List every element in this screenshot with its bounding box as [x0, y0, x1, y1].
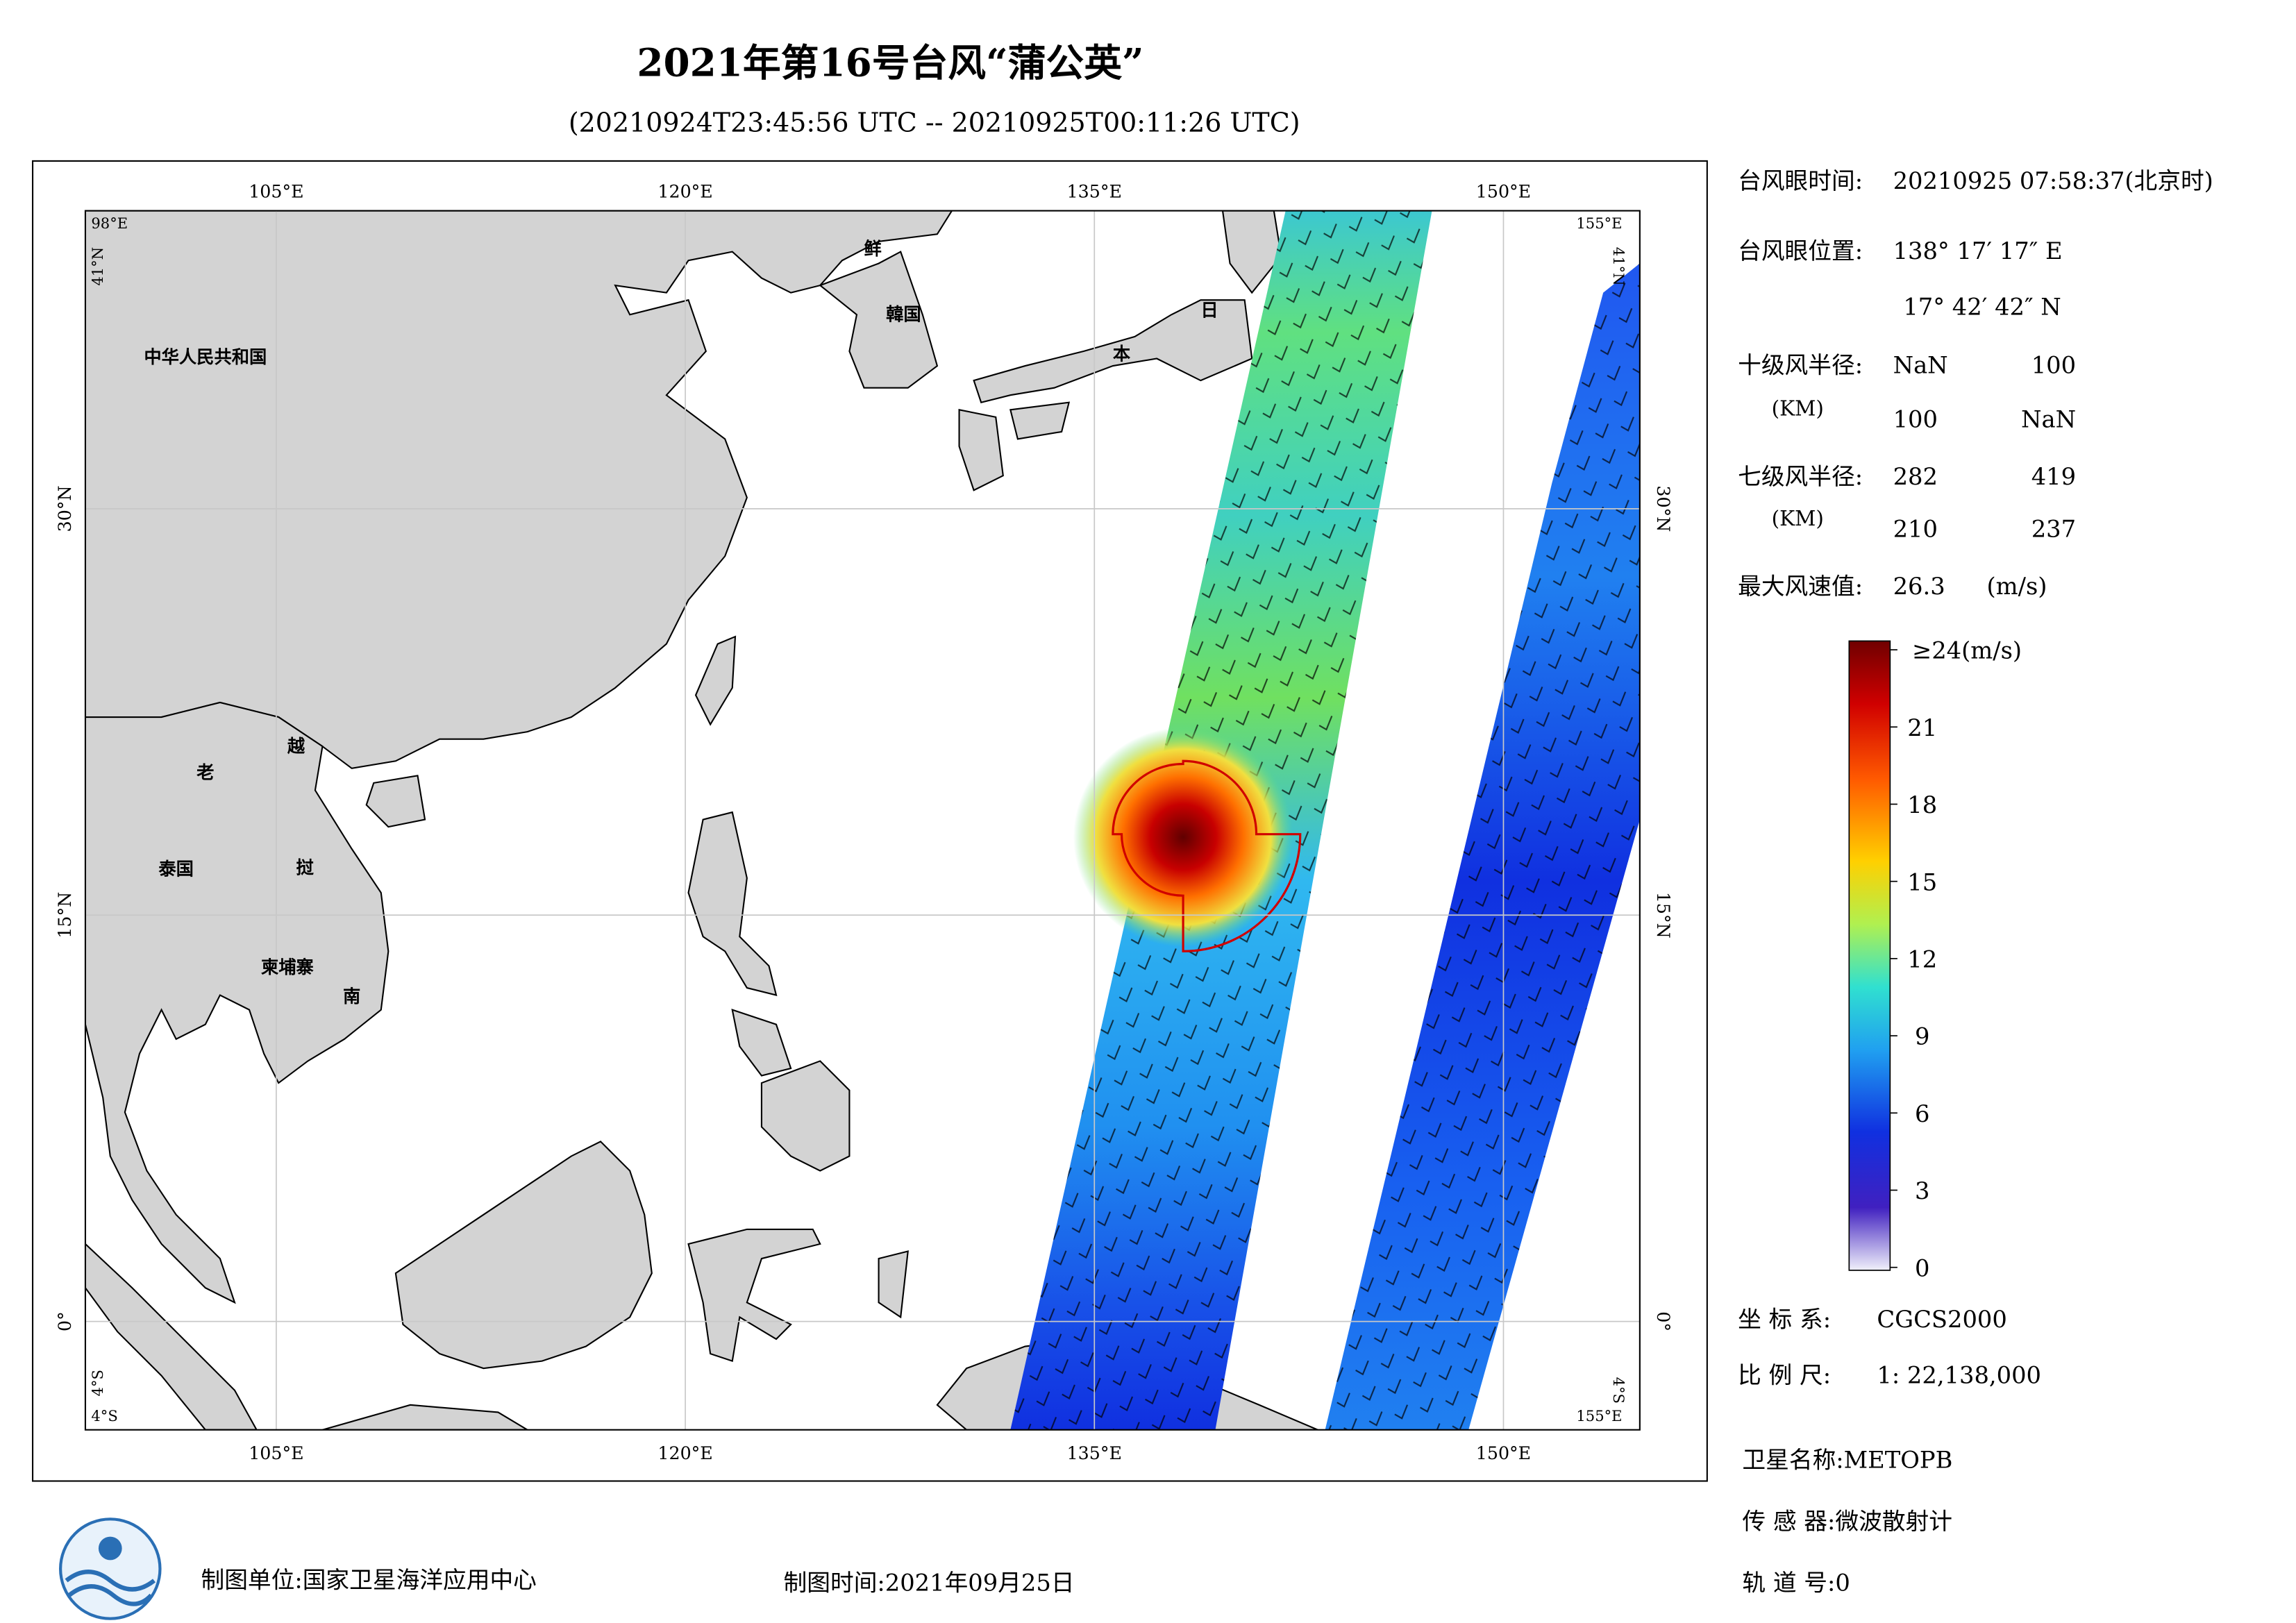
corner-label: 4°S [89, 1370, 106, 1396]
info-label: 最大风速值: [1738, 573, 1863, 600]
place-label: 挝 [296, 858, 315, 878]
place-label: 泰国 [158, 859, 194, 880]
place-label: 南 [343, 986, 360, 1007]
colorbar-label: 9 [1915, 1023, 1929, 1050]
info-value: 26.3 [1893, 573, 1945, 600]
corner-label: 155°E [1576, 215, 1622, 232]
info-unit: (m/s) [1987, 573, 2047, 600]
place-label: 日 [1200, 300, 1218, 320]
x-tick-label: 135°E [1067, 182, 1122, 202]
info-value: 419 [2031, 463, 2076, 490]
land [85, 210, 1318, 1430]
title: 2021年第16号台风“蒲公英” [637, 41, 1143, 85]
info-label: 台风眼时间: [1738, 167, 1863, 194]
info-label: 比 例 尺: [1738, 1361, 1831, 1388]
x-tick-label: 120°E [657, 1443, 712, 1463]
corner-label: 4°S [1610, 1377, 1627, 1404]
colorbar-label: 21 [1907, 714, 1937, 741]
info-unit: (KM) [1772, 507, 1824, 530]
footer-text: 制图时间:2021年09月25日 [784, 1570, 1075, 1597]
footer-text: 卫星名称:METOPB [1742, 1447, 1952, 1474]
info-value: 210 [1893, 516, 1938, 543]
map-frame [84, 210, 1641, 1431]
corner-label: 41°N [1610, 247, 1627, 286]
corner-label: 41°N [89, 247, 106, 286]
footer-text: 传 感 器:微波散射计 [1742, 1508, 1952, 1535]
wind-swaths [1010, 210, 1640, 1430]
info-label: 十级风半径: [1738, 352, 1863, 379]
wind-radius [1112, 759, 1302, 952]
corner-label: 4°S [91, 1407, 117, 1424]
colorbar-ticks: 0 3 6 9 12 15 18 21 ≥24(m/s) [1890, 637, 2022, 1281]
colorbar-label: 12 [1907, 946, 1937, 973]
colorbar-label: 3 [1915, 1177, 1929, 1204]
y-tick-label: 30°N [55, 485, 75, 532]
colorbar-label: 0 [1915, 1254, 1929, 1281]
place-label: 中华人民共和国 [144, 347, 267, 367]
info-value: 20210925 07:58:37(北京时) [1893, 167, 2213, 194]
map-ticks: 105°E 105°E 120°E 120°E 135°E 135°E 150°E 150°E… [55, 182, 1673, 1463]
map [85, 210, 1640, 1430]
corner-label: 155°E [1576, 1407, 1622, 1424]
info-panel: 台风眼时间: 20210925 07:58:37(北京时) 台风眼位置: 138… [1738, 167, 2213, 1597]
colorbar-label: 18 [1907, 791, 1937, 818]
place-label: 本 [1113, 344, 1131, 364]
info-value: 100 [1893, 406, 1938, 433]
place-label: 鲜 [864, 239, 882, 259]
subtitle: (20210924T23:45:56 UTC -- 20210925T00:11… [569, 108, 1300, 138]
y-tick-label: 30°N [1653, 485, 1673, 532]
x-tick-label: 150°E [1476, 1443, 1531, 1463]
corner-label: 98°E [91, 215, 128, 232]
colorbar-label: 15 [1907, 868, 1937, 895]
x-tick-label: 135°E [1067, 1443, 1122, 1463]
outer-frame [31, 160, 1708, 1482]
y-tick-label: 0° [1653, 1311, 1673, 1331]
info-value: 282 [1893, 463, 1938, 490]
colorbar-label: ≥24(m/s) [1912, 637, 2022, 664]
typhoon-core [1073, 727, 1293, 948]
info-value: 17° 42′ 42″ N [1903, 293, 2061, 320]
x-tick-label: 105°E [249, 1443, 303, 1463]
colorbar-label: 6 [1915, 1100, 1929, 1127]
info-value: 100 [2031, 352, 2076, 379]
place-label: 老 [196, 763, 214, 783]
info-value: NaN [1893, 352, 1948, 379]
info-label: 坐 标 系: [1738, 1306, 1831, 1333]
info-value: 138° 17′ 17″ E [1893, 237, 2063, 264]
footer-text: 制图单位:国家卫星海洋应用中心 [201, 1566, 536, 1593]
footer-text: 轨 道 号:0 [1742, 1570, 1850, 1597]
y-tick-label: 15°N [1653, 892, 1673, 939]
info-value: CGCS2000 [1877, 1306, 2006, 1333]
info-value: 1: 22,138,000 [1877, 1361, 2041, 1388]
x-tick-label: 105°E [249, 182, 303, 202]
info-label: 七级风半径: [1738, 463, 1863, 490]
y-tick-label: 0° [55, 1311, 75, 1331]
place-label: 越 [287, 737, 305, 757]
info-value: NaN [2021, 406, 2076, 433]
wind-barbs [1325, 263, 1640, 1430]
colorbar [1848, 640, 1891, 1271]
info-label: 台风眼位置: [1738, 237, 1863, 264]
place-labels: 中华人民共和国 鲜 韓国 日 本 老 越 泰国 挝 柬埔寨 南 [144, 239, 1218, 1007]
graticule [85, 210, 1640, 1430]
x-tick-label: 120°E [657, 182, 712, 202]
info-value: 237 [2031, 516, 2076, 543]
x-tick-label: 150°E [1476, 182, 1531, 202]
info-unit: (KM) [1772, 397, 1824, 421]
y-tick-label: 15°N [55, 892, 75, 939]
logo [58, 1517, 162, 1620]
place-label: 柬埔寨 [261, 957, 315, 977]
place-label: 韓国 [886, 305, 921, 325]
